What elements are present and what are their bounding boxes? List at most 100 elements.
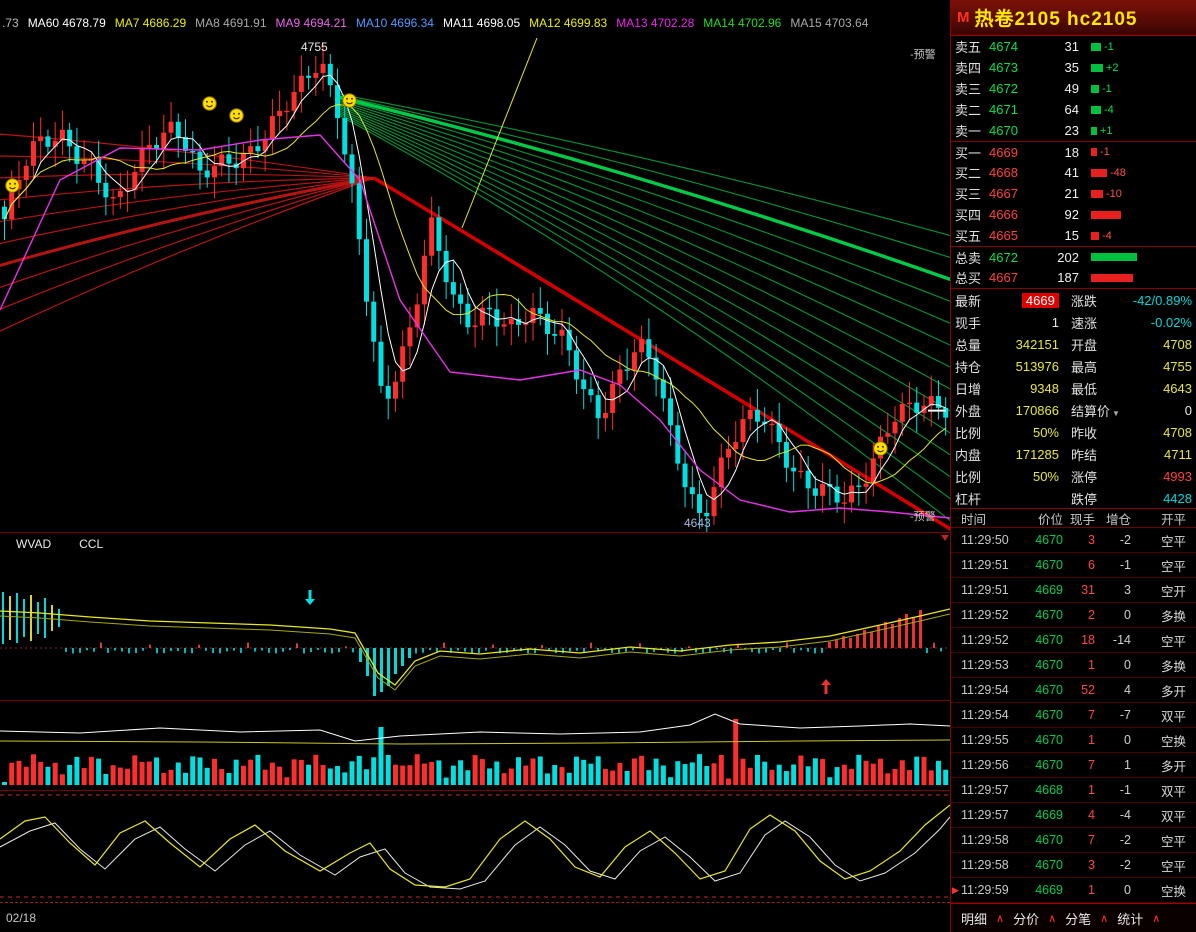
main-price-chart[interactable]: 4755 4643 -预警 -预警 (0, 37, 953, 536)
wvad-chart-canvas[interactable] (0, 533, 951, 700)
tick-open-interest-change: -1 (1119, 783, 1131, 797)
sell-level-label: 总卖 (955, 250, 982, 266)
buy-row[interactable]: 买三 4667 21 -10 (951, 183, 1196, 204)
sell-volume: 49 (1064, 81, 1079, 96)
tab-price-dist[interactable]: 分价 (1013, 911, 1040, 927)
tick-table[interactable]: 11:29:50 4670 3 -2 空平 11:29:51 4670 6 -1 空平 11:29:… (951, 528, 1196, 903)
ma-value: MA8 4691.91 (195, 16, 267, 30)
tick-open-interest-change: 0 (1124, 608, 1131, 622)
tick-volume: 18 (1081, 633, 1095, 647)
tick-time: 11:29:50 (961, 533, 1009, 547)
alert-label-top: -预警 (910, 49, 936, 61)
tick-row[interactable]: ▶ 11:29:59 4669 1 0 空换 (951, 878, 1196, 903)
delta-bar-wrap (1079, 273, 1192, 282)
tick-open-close-type: 双平 (1160, 709, 1186, 724)
delta-value: -10 (1106, 187, 1122, 200)
instrument-title-bar[interactable]: M 热卷2105 hc2105 (951, 0, 1196, 36)
tick-row[interactable]: 11:29:53 4670 1 0 多换 (951, 653, 1196, 678)
stat-label: 最高 (1059, 357, 1133, 376)
sell-row[interactable]: 卖五 4674 31 -1 (951, 36, 1196, 57)
tab-detail[interactable]: 明细 (961, 911, 988, 927)
oscillator-chart-canvas[interactable] (0, 791, 951, 902)
tick-open-interest-change: -2 (1119, 533, 1131, 547)
tick-row[interactable]: 11:29:55 4670 1 0 空换 (951, 728, 1196, 753)
buy-price: 4667 (989, 186, 1018, 201)
sell-row[interactable]: 卖四 4673 35 +2 (951, 57, 1196, 78)
tick-header-cell: 增仓 (1105, 512, 1131, 527)
tick-price: 4670 (1035, 658, 1063, 672)
tick-row[interactable]: 11:29:52 4670 2 0 多换 (951, 603, 1196, 628)
smiley-marker-icon (202, 96, 217, 111)
tick-row[interactable]: 11:29:52 4670 18 -14 空平 (951, 628, 1196, 653)
tick-open-interest-change: 1 (1124, 758, 1131, 772)
tick-open-close-type: 空开 (1160, 584, 1186, 599)
tick-row[interactable]: 11:29:56 4670 7 1 多开 (951, 753, 1196, 778)
tick-volume: 31 (1081, 583, 1095, 597)
tick-volume: 7 (1088, 833, 1095, 847)
tick-price: 4670 (1035, 858, 1063, 872)
delta-value: +2 (1106, 61, 1119, 74)
sell-row[interactable]: 卖一 4670 23 +1 (951, 120, 1196, 141)
tick-time: 11:29:56 (961, 758, 1009, 772)
sell-row[interactable]: 卖三 4672 49 -1 (951, 78, 1196, 99)
indicator-tab-ccl[interactable]: CCL (79, 537, 104, 551)
sell-price: 4672 (989, 249, 1018, 265)
tick-header-cell: 价位 (1037, 512, 1063, 527)
tick-price: 4670 (1035, 558, 1063, 572)
wvad-indicator-panel[interactable]: WVAD CCL (0, 532, 951, 701)
buy-row[interactable]: 总买 4667 187 (951, 267, 1196, 288)
tab-separator: ∧ (996, 912, 1005, 925)
tick-row[interactable]: 11:29:50 4670 3 -2 空平 (951, 528, 1196, 553)
indicator-tab-wvad[interactable]: WVAD (16, 537, 52, 551)
dropdown-arrow-icon[interactable]: ▼ (1112, 408, 1120, 418)
sell-row[interactable]: 卖二 4671 64 -4 (951, 99, 1196, 120)
tab-stats[interactable]: 统计 (1117, 911, 1144, 927)
buy-price: 4665 (989, 228, 1018, 243)
tick-row[interactable]: 11:29:58 4670 3 -2 空平 (951, 853, 1196, 878)
tick-row[interactable]: 11:29:57 4669 4 -4 双平 (951, 803, 1196, 828)
tick-row[interactable]: 11:29:51 4670 6 -1 空平 (951, 553, 1196, 578)
buy-row[interactable]: 买四 4666 92 (951, 204, 1196, 225)
tab-tick[interactable]: 分笔 (1065, 911, 1092, 927)
buy-row[interactable]: 买五 4665 15 -4 (951, 225, 1196, 246)
candlestick-chart-canvas[interactable] (0, 37, 953, 536)
scroll-arrow-icon[interactable] (941, 535, 949, 541)
tick-row[interactable]: 11:29:54 4670 52 4 多开 (951, 678, 1196, 703)
sell-row[interactable]: 总卖 4672 202 (951, 246, 1196, 267)
buy-row[interactable]: 买一 4669 18 -1 (951, 141, 1196, 162)
order-book: 卖五 4674 31 -1 卖四 4673 35 +2 卖三 4672 49 -1 卖二 4671 64 -4… (951, 36, 1196, 246)
date-label: 02/18 (6, 911, 37, 925)
delta-bar-wrap: +1 (1079, 125, 1192, 137)
tick-open-interest-change: -1 (1119, 558, 1131, 572)
volume-chart-canvas[interactable] (0, 701, 951, 790)
sell-volume: 35 (1064, 60, 1079, 75)
stat-label: 内盘 (955, 447, 982, 463)
oscillator-panel[interactable] (0, 790, 951, 903)
stat-row: 比例 50% 涨停 4993 (955, 465, 1192, 487)
stat-label-text: 昨收 (1071, 425, 1098, 441)
tick-row[interactable]: 11:29:54 4670 7 -7 双平 (951, 703, 1196, 728)
delta-bar (1091, 148, 1097, 156)
alert-label-bottom: -预警 (910, 511, 936, 523)
tick-open-close-type: 双平 (1160, 809, 1186, 824)
stat-value: 170866 (997, 403, 1059, 418)
tick-volume: 6 (1088, 558, 1095, 572)
stat-label-text: 最低 (1071, 381, 1098, 397)
menu-m-icon[interactable]: M (957, 9, 970, 26)
stat-value-text: 50% (1032, 468, 1059, 484)
delta-bar-wrap (1079, 210, 1192, 219)
tick-row[interactable]: 11:29:57 4668 1 -1 双平 (951, 778, 1196, 803)
tick-volume: 52 (1081, 683, 1095, 697)
tick-row[interactable]: 11:29:51 4669 31 3 空开 (951, 578, 1196, 603)
tick-open-close-type: 空换 (1160, 884, 1186, 899)
buy-level-label: 买四 (955, 208, 982, 223)
delta-bar-wrap: -10 (1079, 188, 1192, 200)
tick-row[interactable]: 11:29:58 4670 7 -2 空平 (951, 828, 1196, 853)
ma-value: .73 (2, 16, 19, 30)
buy-row[interactable]: 买二 4668 41 -48 (951, 162, 1196, 183)
volume-panel[interactable] (0, 700, 951, 791)
stat-row: 现手 1 速涨 -0.02% (955, 311, 1192, 333)
bottom-tabs: 明细 ∧ 分价 ∧ 分笔 ∧ 统计 ∧ (951, 903, 1196, 932)
tick-price: 4670 (1035, 683, 1063, 697)
stat-value-text: 513976 (1015, 358, 1059, 374)
